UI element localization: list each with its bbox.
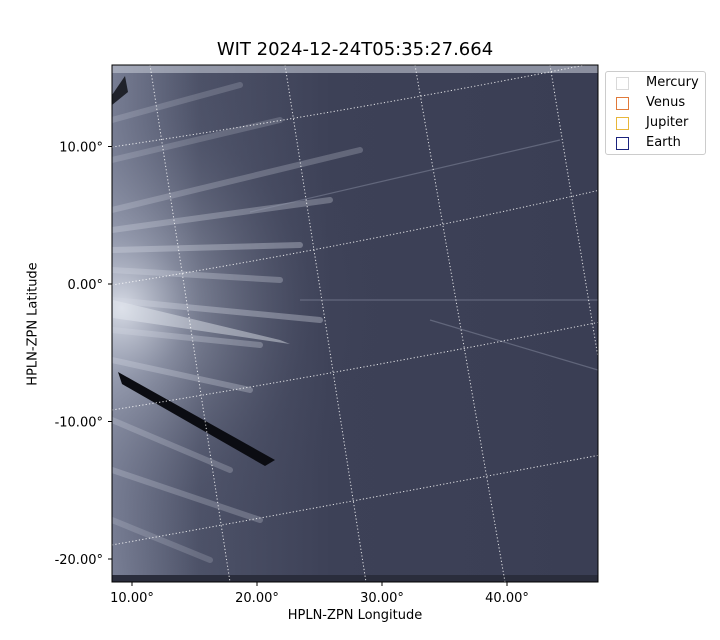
x-tick-label: 10.00° [110,591,154,606]
legend-swatch-mercury [616,76,629,90]
streamer [112,467,263,523]
grid-parallel [112,454,598,546]
bottom-edge-band [112,575,598,582]
streamer [112,517,213,563]
streamer [112,357,253,393]
streamer [112,147,363,213]
streamer [112,197,333,233]
faint-streak [249,139,561,213]
streamer [112,327,263,348]
y-axis-ticks: 10.00° 0.00° -10.00° -20.00° [55,141,112,568]
legend-swatch-venus [616,96,629,110]
legend: Mercury Venus Jupiter Earth [605,71,706,155]
y-tick-label: 0.00° [68,278,103,293]
grid-parallel [112,321,598,411]
legend-label-mercury: Mercury [646,75,699,90]
coordinate-grid [112,65,598,582]
image-layer [112,65,598,582]
top-edge-band [112,65,598,73]
y-tick-label: -20.00° [55,553,103,568]
axes-frame [111,64,599,583]
x-axis-ticks: 10.00° 20.00° 30.00° 40.00° [110,582,529,606]
grid-parallel [112,65,588,148]
legend-item-jupiter: Jupiter [616,114,688,132]
streamers [112,82,598,563]
x-axis-label: HPLN-ZPN Longitude [287,608,423,623]
grid-meridian [284,65,367,582]
streamer [112,267,283,283]
legend-swatch-jupiter [616,116,629,130]
y-axis-label: HPLN-ZPN Latitude [25,262,41,386]
grid-parallel [112,189,598,286]
x-tick-label: 30.00° [360,591,404,606]
streamer [112,82,243,123]
x-tick-label: 20.00° [235,591,279,606]
streamer [112,417,233,473]
faint-streak [429,319,598,371]
legend-item-mercury: Mercury [616,74,699,92]
dark-lane-lower [118,372,275,466]
x-tick-label: 40.00° [485,591,529,606]
chart-title: WIT 2024-12-24T05:35:27.664 [216,39,494,60]
grid-meridian [549,65,598,361]
dark-lane-upper [112,76,128,105]
legend-label-jupiter: Jupiter [646,115,689,130]
streamer [112,117,283,163]
grid-meridian [149,65,231,582]
legend-item-venus: Venus [616,94,685,112]
bright-streamer-main [113,300,290,344]
y-tick-label: 10.00° [59,141,103,156]
legend-swatch-earth [616,136,629,150]
streamer [112,242,303,253]
streamer [112,297,323,323]
grid-meridian [414,65,506,582]
legend-item-earth: Earth [616,134,681,152]
y-tick-label: -10.00° [55,416,103,431]
corona-glow [112,65,598,582]
legend-label-venus: Venus [646,95,686,110]
legend-label-earth: Earth [646,135,681,150]
